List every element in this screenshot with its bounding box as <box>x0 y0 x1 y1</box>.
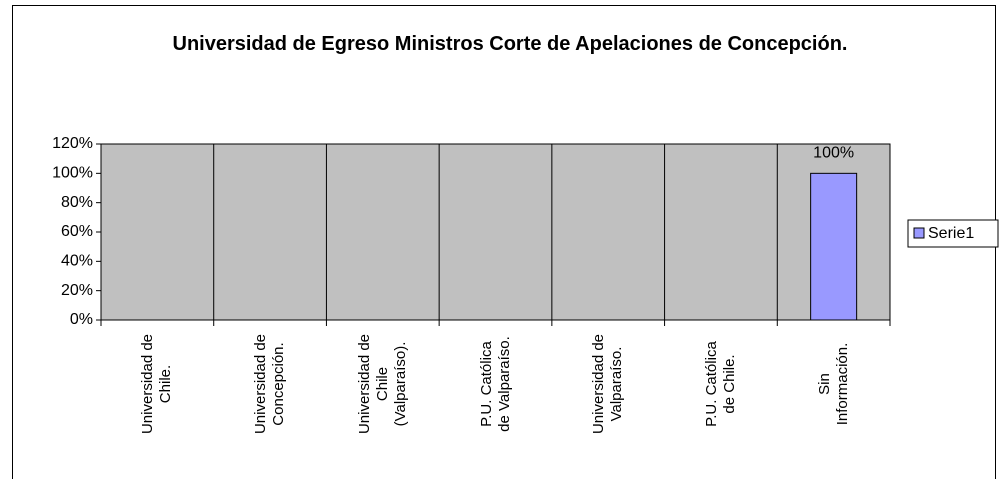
x-tick-label-box: P.U. Católica de Chile. <box>669 332 773 436</box>
x-tick-label: Universidad de Concepción. <box>252 333 288 435</box>
x-tick-label: Universidad de Valparaíso. <box>590 333 626 435</box>
y-tick-label: 60% <box>61 223 93 240</box>
x-tick-label-box: Universidad de Concepción. <box>218 332 322 436</box>
x-tick-label-box: Universidad de Chile (Valparaíso). <box>331 332 435 436</box>
y-tick-label: 80% <box>61 194 93 211</box>
legend-label: Serie1 <box>928 225 974 242</box>
plot-area <box>100 143 891 321</box>
x-tick-label-box: Sin Información. <box>782 332 886 436</box>
bar <box>810 172 858 321</box>
y-tick-label: 0% <box>70 311 93 328</box>
legend-swatch <box>913 227 925 239</box>
chart-title: Universidad de Egreso Ministros Corte de… <box>172 33 848 55</box>
data-label: 100% <box>813 145 854 162</box>
x-tick-label-box: Universidad de Valparaíso. <box>556 332 660 436</box>
y-tick-label: 120% <box>52 135 93 152</box>
x-tick-label: Universidad de Chile (Valparaíso). <box>355 333 409 435</box>
x-tick-label: P.U. Católica de Valparaíso. <box>477 336 513 432</box>
x-tick-label: P.U. Católica de Chile. <box>702 341 738 427</box>
y-tick-label: 20% <box>61 282 93 299</box>
x-tick-label: Sin Información. <box>815 342 851 426</box>
x-tick-label-box: Universidad de Chile. <box>105 332 209 436</box>
x-tick-label: Universidad de Chile. <box>139 333 175 435</box>
y-tick-label: 40% <box>61 253 93 270</box>
y-tick-label: 100% <box>52 165 93 182</box>
x-tick-label-box: P.U. Católica de Valparaíso. <box>444 332 548 436</box>
